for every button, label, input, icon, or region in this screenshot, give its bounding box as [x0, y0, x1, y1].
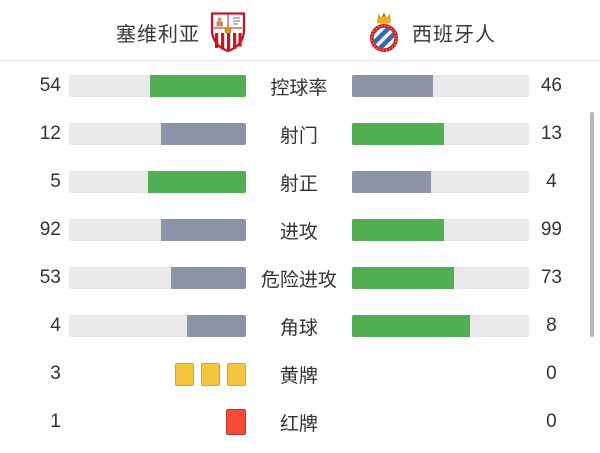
away-value: 73 [540, 267, 562, 288]
home-value: 54 [39, 75, 61, 96]
away-bar [351, 315, 529, 337]
away-bar-fill [351, 315, 470, 337]
stat-row-possession: 54 控球率 46 [0, 62, 600, 110]
home-bar-fill [147, 171, 246, 193]
away-value: 0 [546, 363, 557, 384]
home-bar-fill [150, 75, 246, 97]
away-bar-fill [351, 219, 444, 241]
home-value: 3 [50, 363, 61, 384]
home-team-name: 塞维利亚 [116, 23, 200, 46]
stat-label: 红牌 [279, 413, 318, 435]
stat-label: 控球率 [270, 77, 328, 99]
away-bar [351, 219, 529, 241]
away-yellow-cards [352, 361, 529, 387]
yellow-card-icon [226, 362, 246, 386]
away-bar-fill [351, 267, 455, 289]
stat-label: 进攻 [279, 221, 318, 243]
home-value: 92 [39, 219, 61, 240]
away-bar [351, 123, 529, 145]
home-team-header: 塞维利亚 [0, 8, 300, 56]
away-bar [351, 267, 529, 289]
away-team-header: 西班牙人 [300, 8, 600, 56]
away-value: 4 [546, 171, 557, 192]
header-divider [0, 60, 600, 61]
yellow-card-icon [174, 362, 194, 386]
stat-row-attacks: 92 进攻 99 [0, 206, 600, 254]
home-value: 1 [50, 411, 61, 432]
red-card-icon [225, 409, 246, 435]
stat-row-red-cards: 1 红牌 0 [0, 398, 600, 446]
away-value: 0 [546, 411, 557, 432]
yellow-card-icon [200, 362, 220, 386]
home-bar-fill [160, 219, 246, 241]
sevilla-crest-icon [210, 12, 246, 53]
match-header: 塞维利亚 [0, 8, 600, 56]
home-value: 5 [50, 171, 61, 192]
stat-label: 黄牌 [279, 365, 318, 387]
away-bar-fill [351, 123, 444, 145]
home-value: 12 [39, 123, 61, 144]
home-bar [68, 267, 246, 289]
home-bar-fill [160, 123, 246, 145]
away-value: 46 [540, 75, 562, 96]
home-bar [68, 171, 246, 193]
home-red-cards [69, 409, 246, 435]
stats-list: 54 控球率 46 12 射门 13 5 射正 4 92 进攻 99 [0, 62, 600, 446]
home-value: 53 [39, 267, 61, 288]
away-red-cards [352, 409, 529, 435]
home-yellow-cards [69, 361, 246, 387]
stat-row-dangerous-attacks: 53 危险进攻 73 [0, 254, 600, 302]
home-bar-fill [171, 267, 246, 289]
away-value: 8 [546, 315, 557, 336]
away-bar [351, 171, 529, 193]
stat-row-corners: 4 角球 8 [0, 302, 600, 350]
stat-label: 角球 [279, 317, 318, 339]
stat-label: 射门 [279, 125, 318, 147]
scrollbar-thumb[interactable] [590, 112, 594, 337]
away-value: 99 [540, 219, 562, 240]
away-bar-fill [351, 171, 431, 193]
home-bar [68, 219, 246, 241]
home-bar [68, 75, 246, 97]
stat-row-shots-on-target: 5 射正 4 [0, 158, 600, 206]
away-value: 13 [540, 123, 562, 144]
away-bar-fill [351, 75, 434, 97]
home-bar [68, 315, 246, 337]
home-bar [68, 123, 246, 145]
home-value: 4 [50, 315, 61, 336]
stat-label: 危险进攻 [260, 269, 337, 291]
stat-row-yellow-cards: 3 黄牌 0 [0, 350, 600, 398]
away-team-name: 西班牙人 [412, 23, 496, 46]
away-bar [351, 75, 529, 97]
espanyol-crest-icon [370, 12, 398, 52]
stat-label: 射正 [279, 173, 318, 195]
home-bar-fill [186, 315, 246, 337]
stat-row-shots: 12 射门 13 [0, 110, 600, 158]
